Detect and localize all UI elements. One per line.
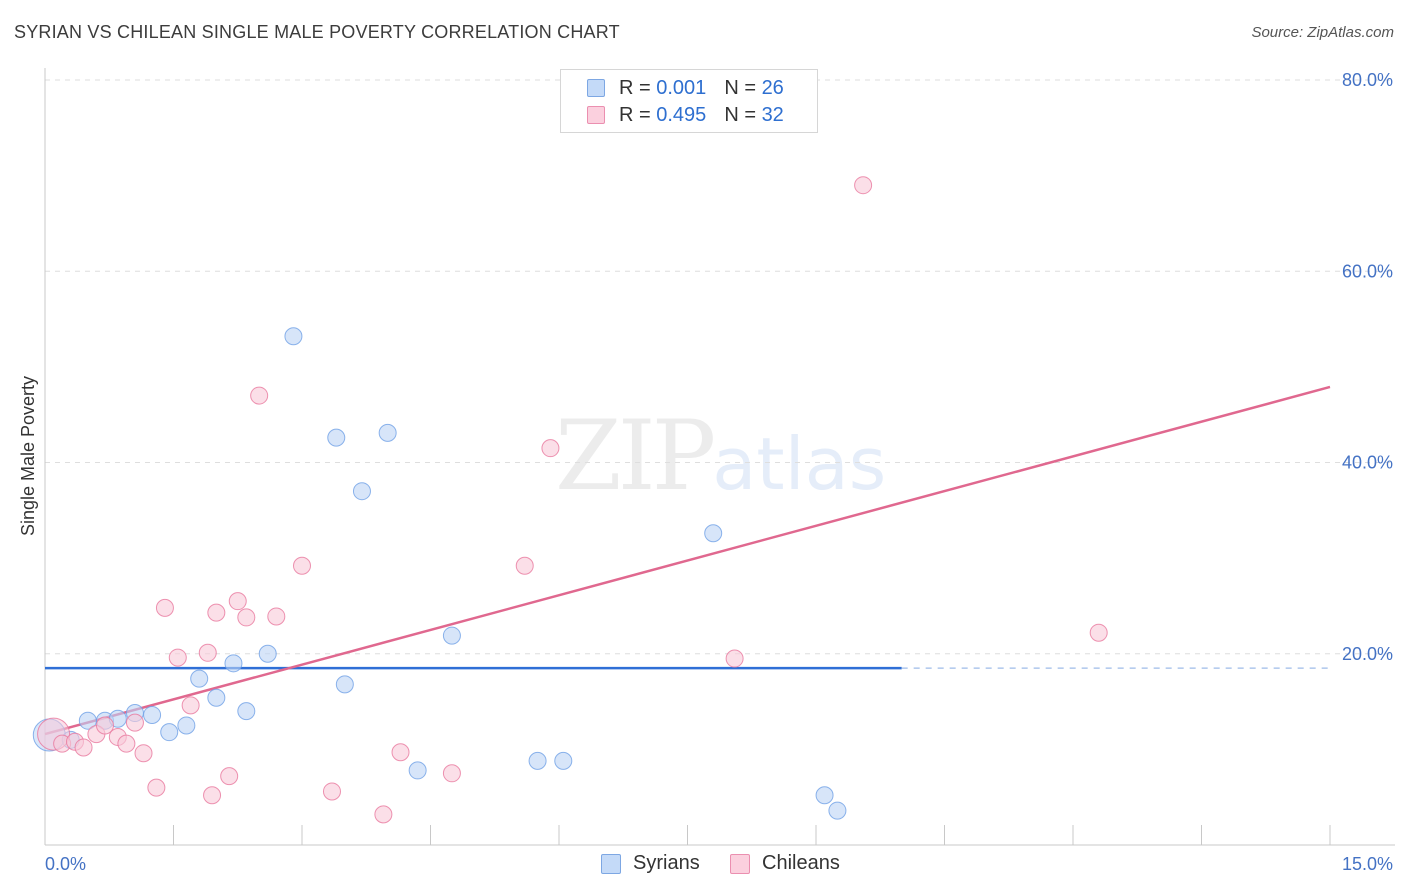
- chileans-point-12: [168, 648, 187, 667]
- chileans-r-label: R =: [619, 103, 651, 126]
- bottom-chileans-swatch: [730, 853, 750, 874]
- chileans-point-23: [322, 782, 341, 801]
- watermark-zip: ZIP: [555, 400, 716, 512]
- syrians-r-value: 0.001: [656, 76, 707, 99]
- chileans-point-13: [181, 696, 200, 715]
- chileans-swatch: [587, 106, 605, 124]
- axes: [44, 68, 1395, 846]
- chileans-trend-line: [44, 385, 1331, 736]
- bottom-legend-chileans: Chileans: [730, 852, 840, 875]
- data-points: [32, 176, 1108, 824]
- syrians-r-label: R =: [619, 76, 651, 99]
- watermark: ZIPatlas: [555, 400, 886, 512]
- bottom-syrians-label: Syrians: [633, 852, 700, 874]
- syrians-point-16: [335, 675, 354, 694]
- syrians-point-23: [704, 524, 723, 543]
- syrians-point-12: [237, 702, 256, 721]
- syrians-point-22: [554, 751, 573, 770]
- chileans-point-10: [147, 778, 166, 797]
- syrians-n-value: 26: [761, 76, 784, 99]
- syrians-point-10: [207, 688, 226, 707]
- legend-row-syrians: R = 0.001 N = 26: [587, 75, 784, 101]
- watermark-atlas: atlas: [712, 422, 887, 506]
- chileans-point-31: [1089, 623, 1108, 642]
- syrians-point-11: [224, 654, 243, 673]
- chileans-point-28: [541, 439, 560, 458]
- chart-title: SYRIAN VS CHILEAN SINGLE MALE POVERTY CO…: [14, 22, 620, 42]
- chileans-point-25: [391, 743, 410, 762]
- syrians-point-17: [352, 482, 371, 501]
- x-tick-label-start: 0.0%: [45, 854, 86, 874]
- syrians-point-18: [378, 423, 397, 442]
- chileans-point-9: [134, 744, 153, 763]
- syrians-point-21: [528, 751, 547, 770]
- chileans-point-18: [228, 592, 247, 611]
- chileans-point-27: [515, 556, 534, 575]
- chileans-point-26: [442, 764, 461, 783]
- syrians-swatch: [587, 79, 605, 97]
- grid-lines: [45, 79, 1395, 655]
- chileans-point-14: [198, 643, 217, 662]
- syrians-point-24: [815, 786, 834, 805]
- syrians-point-15: [327, 428, 346, 447]
- legend-row-chileans: R = 0.495 N = 32: [587, 102, 784, 128]
- bottom-syrians-swatch: [601, 853, 621, 874]
- chileans-point-24: [374, 805, 393, 824]
- chileans-point-7: [117, 734, 136, 753]
- chileans-point-30: [854, 176, 873, 195]
- y-tick-label-80: 80.0%: [1342, 70, 1393, 90]
- chileans-point-22: [293, 556, 311, 575]
- tick-labels: 20.0% 40.0% 60.0% 80.0% 0.0% 15.0% Single Male…: [18, 70, 1393, 874]
- syrians-point-25: [828, 801, 847, 820]
- trend-lines: [44, 385, 1331, 736]
- chileans-point-15: [203, 786, 222, 805]
- syrians-n-label: N =: [724, 76, 756, 99]
- chileans-point-16: [207, 603, 226, 622]
- syrians-point-14: [284, 327, 303, 346]
- bottom-legend-syrians: Syrians: [601, 852, 700, 875]
- syrians-point-9: [190, 669, 209, 688]
- chileans-point-29: [725, 649, 744, 668]
- chileans-r-value: 0.495: [656, 103, 707, 126]
- chileans-point-5: [95, 716, 114, 735]
- syrians-point-13: [258, 644, 277, 663]
- y-tick-label-20: 20.0%: [1342, 644, 1393, 664]
- syrians-point-19: [408, 761, 427, 780]
- x-tick-label-end: 15.0%: [1342, 854, 1393, 874]
- chileans-n-label: N =: [724, 103, 756, 126]
- chileans-point-20: [250, 386, 269, 405]
- syrians-point-8: [177, 716, 196, 735]
- y-tick-label-60: 60.0%: [1342, 261, 1393, 281]
- chileans-point-3: [74, 738, 93, 757]
- bottom-chileans-label: Chileans: [762, 852, 840, 874]
- chileans-n-value: 32: [761, 103, 784, 126]
- chileans-point-19: [237, 608, 256, 627]
- y-tick-label-40: 40.0%: [1342, 453, 1393, 473]
- chileans-point-21: [267, 607, 286, 626]
- chileans-point-8: [125, 713, 144, 732]
- syrians-point-6: [143, 705, 162, 724]
- syrians-point-7: [160, 723, 179, 742]
- source-label: Source: ZipAtlas.com: [1251, 24, 1394, 41]
- correlation-legend: R = 0.001 N = 26 R = 0.495 N = 32: [560, 69, 818, 133]
- syrians-point-20: [442, 626, 461, 645]
- chileans-point-11: [155, 598, 174, 617]
- chileans-point-17: [220, 767, 239, 786]
- y-axis-title: Single Male Poverty: [18, 376, 38, 536]
